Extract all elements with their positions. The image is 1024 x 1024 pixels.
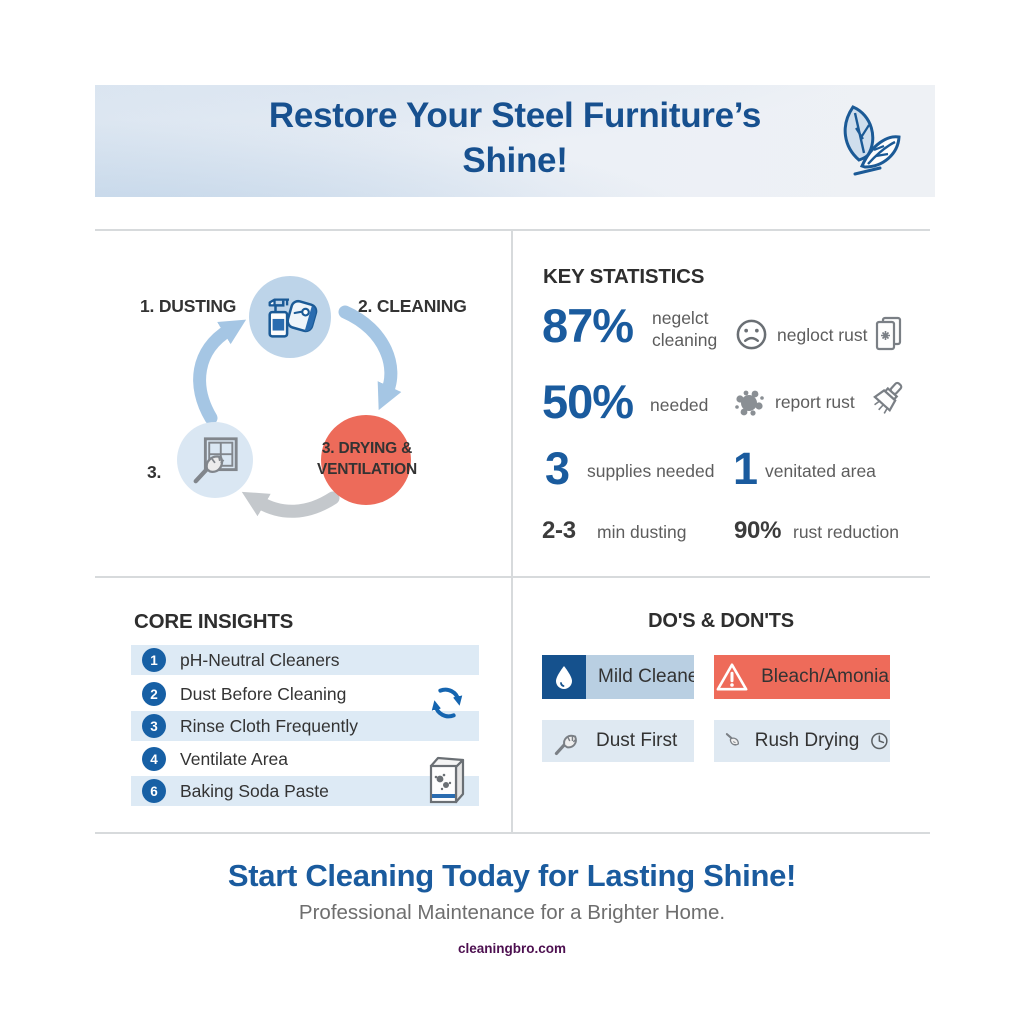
do-pill-dust-first: Dust First: [542, 720, 694, 762]
page-title-line1: Restore Your Steel Furniture’s: [268, 96, 762, 135]
insight-number-badge: 3: [142, 714, 166, 738]
baking-soda-box-icon: [429, 756, 465, 804]
list-item: 2 Dust Before Cleaning: [131, 679, 479, 709]
list-item: 6 Baking Soda Paste: [131, 776, 479, 806]
stat-1-value: 1: [733, 443, 758, 494]
key-statistics-title: KEY STATISTICS: [543, 265, 705, 288]
leaf-icon: [843, 105, 901, 176]
page-title-line2: Shine!: [462, 141, 568, 180]
stat-3-value: 3: [545, 443, 570, 494]
header-banner: Restore Your Steel Furniture’s Shine!: [95, 85, 935, 197]
stat-3-label: supplies needed: [587, 461, 715, 481]
list-item: 3 Rinse Cloth Frequently: [131, 711, 479, 741]
dont-pill-bleach-ammonia: Bleach/Amonia: [714, 655, 890, 699]
footer-website: cleaningbro.com: [457, 941, 567, 956]
stat-50-value: 50%: [542, 375, 634, 428]
insight-text: pH-Neutral Cleaners: [180, 649, 340, 670]
stat-sad-label: negloct rust: [777, 325, 868, 345]
insight-number-badge: 2: [142, 682, 166, 706]
cycle-circle-drying: [321, 415, 411, 505]
do-pill-mild-cleaners: Mild Cleaners: [542, 655, 694, 699]
arrow-drying-to-dusting: [241, 491, 340, 518]
arrow-cleaning-to-drying: [338, 305, 402, 411]
insight-number-badge: 4: [142, 747, 166, 771]
stat-87-label: negelct cleaning: [652, 308, 718, 350]
window-duster-icon: [193, 437, 238, 484]
insight-text: Dust Before Cleaning: [180, 683, 347, 704]
cleaning-cycle-diagram: 3. DRYING & VENTILATION 1. DUSTING 2. CL…: [95, 230, 511, 576]
insight-number-badge: 6: [142, 779, 166, 803]
cycle-label-step3: 3.: [147, 462, 162, 482]
spray-bottle-cloth-icon: [268, 298, 318, 338]
cycle-arrows: [193, 305, 402, 518]
stat-splat-label: report rust: [775, 392, 855, 412]
stat-87-value: 87%: [542, 299, 634, 352]
cycle-circle-dusting: [177, 422, 253, 498]
rust-splat-icon: [735, 390, 764, 416]
cycle-step3-label: 3. DRYING & VENTILATION: [317, 440, 417, 478]
arrow-dusting-to-cleaning: [193, 319, 247, 425]
insight-text: Rinse Cloth Frequently: [180, 715, 358, 736]
insight-text: Baking Soda Paste: [180, 780, 329, 801]
pill-label: Dust First: [596, 730, 678, 751]
stat-23-label: min dusting: [597, 522, 687, 542]
cycle-label-cleaning: 2. CLEANING: [358, 296, 467, 316]
clock-icon: [871, 732, 888, 750]
core-insights-title: CORE INSIGHTS: [134, 610, 294, 633]
stat-50-label: needed: [650, 395, 709, 415]
insight-number-badge: 1: [142, 648, 166, 672]
cycle-circle-cleaning: [249, 276, 331, 358]
refresh-cycle-icon: [431, 687, 463, 719]
stat-90-value: 90%: [734, 517, 782, 544]
footer-headline: Start Cleaning Today for Lasting Shine!: [227, 858, 797, 893]
duster-icon: [554, 734, 577, 756]
dos-donts-title: DO'S & DON'TS: [648, 610, 794, 632]
brush-icon: [873, 381, 903, 414]
list-item: 4 Ventilate Area: [131, 744, 479, 774]
grid-line-vertical: [511, 229, 513, 834]
duster-icon: [725, 733, 740, 746]
pill-label: Mild Cleaners: [598, 666, 694, 687]
wipes-pack-icon: [875, 316, 902, 351]
cycle-label-dusting: 1. DUSTING: [140, 296, 237, 316]
stat-1-label: venitated area: [765, 461, 876, 481]
sad-face-icon: [736, 319, 767, 350]
stat-90-label: rust reduction: [793, 522, 900, 542]
warning-triangle-icon: [716, 663, 748, 691]
page-title: Restore Your Steel Furniture’s Shine!: [95, 93, 935, 183]
pill-label: Bleach/Amonia: [761, 666, 889, 687]
caution-pill-rush-drying: Rush Drying: [714, 720, 890, 762]
stat-23-value: 2-3: [542, 517, 576, 544]
footer-subline: Professional Maintenance for a Brighter …: [298, 901, 726, 924]
insight-text: Ventilate Area: [180, 748, 288, 769]
list-item: 1 pH-Neutral Cleaners: [131, 645, 479, 675]
water-drop-icon: [556, 666, 572, 689]
pill-label: Rush Drying: [754, 730, 860, 751]
